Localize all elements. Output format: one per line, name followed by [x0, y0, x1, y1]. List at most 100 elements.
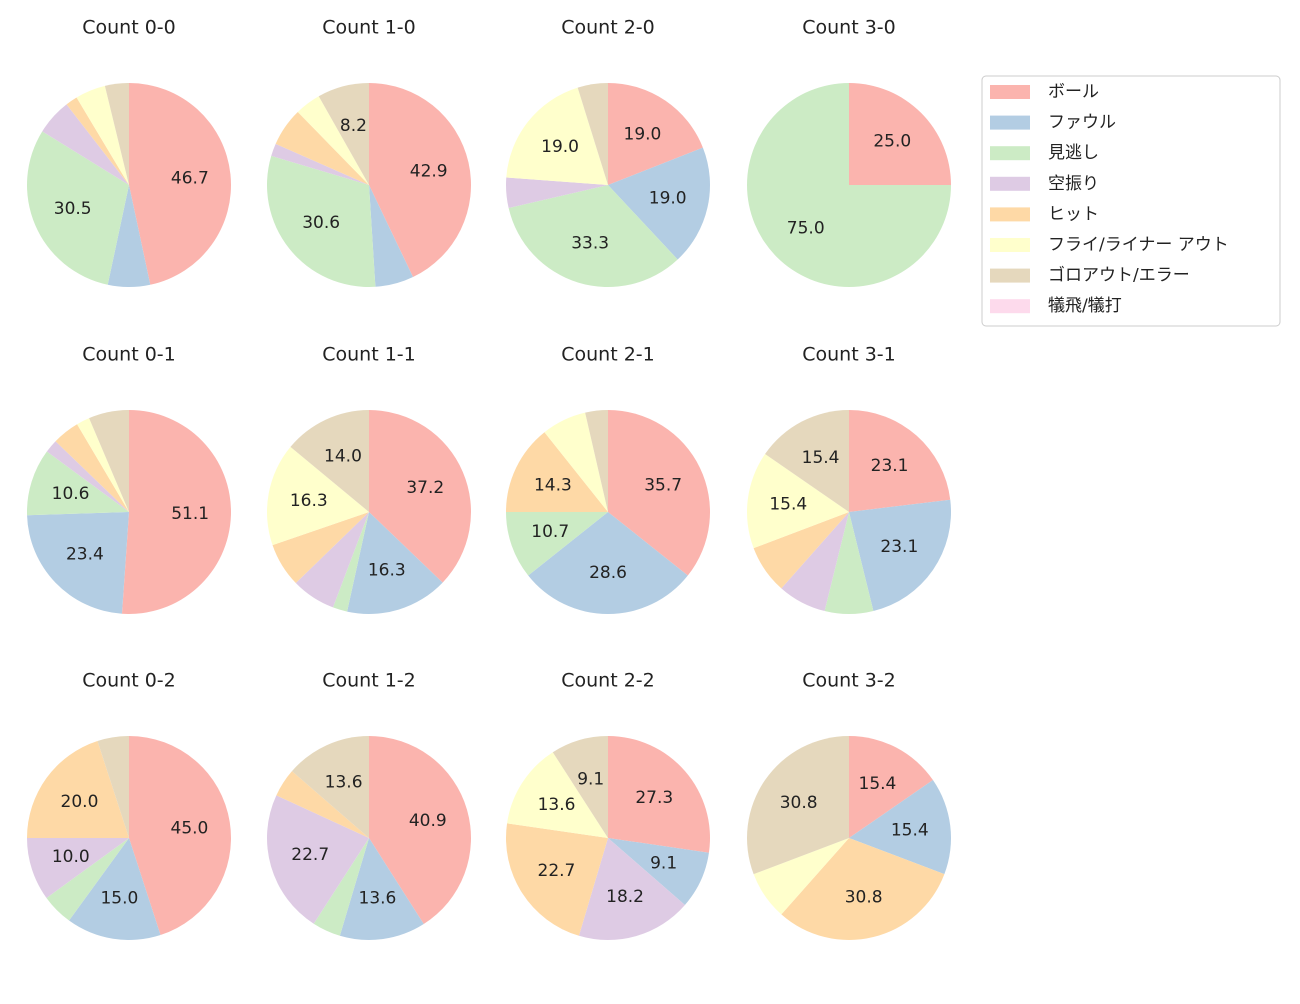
pie-wedge [506, 87, 608, 185]
value-label: 51.1 [171, 504, 209, 524]
legend-label: 犠飛/犠打 [1048, 296, 1122, 316]
value-label: 19.0 [541, 137, 579, 157]
value-label: 14.0 [324, 447, 362, 467]
value-label: 23.1 [871, 456, 909, 476]
pie-wedge [849, 499, 951, 612]
value-label: 30.8 [845, 887, 883, 907]
pie-wedge [849, 736, 933, 838]
pie-wedge [121, 410, 232, 614]
value-label: 25.0 [873, 132, 911, 152]
value-label: 19.0 [624, 124, 662, 144]
pie-wedge [824, 512, 874, 615]
value-label: 33.3 [571, 234, 609, 254]
pie-wedge [608, 83, 703, 185]
pie-wedge [66, 97, 129, 185]
pie-title: Count 2-0 [561, 17, 655, 39]
value-label: 37.2 [406, 478, 444, 498]
pie-wedge [313, 838, 369, 936]
pie-title: Count 2-2 [561, 670, 655, 692]
pie-title: Count 0-2 [82, 670, 176, 692]
pie-wedge [506, 823, 608, 936]
pie-wedge [275, 111, 369, 185]
pie-wedge [747, 83, 951, 287]
legend-label: ボール [1048, 82, 1099, 102]
pie-wedge [339, 838, 424, 940]
pie-title: Count 3-2 [802, 670, 896, 692]
value-label: 19.0 [649, 188, 687, 208]
pie-wedge [26, 131, 129, 285]
pie-wedge [506, 512, 608, 576]
value-label: 22.7 [538, 861, 576, 881]
value-label: 14.3 [534, 475, 572, 495]
pie-wedge [544, 412, 608, 512]
legend-swatch [990, 146, 1030, 161]
value-label: 15.4 [891, 821, 929, 841]
pie-wedge [765, 410, 849, 512]
legend-swatch [990, 238, 1030, 252]
pie-wedge [318, 83, 369, 185]
pie-wedge [578, 838, 685, 940]
pie-wedge [107, 185, 151, 287]
legend-label: 見逃し [1048, 143, 1099, 163]
value-label: 10.0 [52, 847, 90, 867]
pie-wedge [849, 83, 951, 185]
pie-title: Count 0-0 [82, 17, 176, 39]
value-label: 9.1 [650, 854, 677, 874]
value-label: 10.7 [531, 522, 569, 542]
pie-wedge [104, 83, 129, 185]
pie-wedge [276, 771, 369, 838]
pie-wedge [577, 83, 608, 185]
pie-wedge [272, 512, 369, 584]
pie-wedge [347, 512, 443, 614]
pie-wedge [332, 512, 369, 612]
legend-swatch [990, 85, 1030, 99]
pie-wedge [369, 410, 471, 583]
pie-wedge [369, 83, 472, 278]
pie-title: Count 1-0 [322, 17, 416, 39]
pie-wedge [608, 736, 710, 853]
pie-wedge [266, 795, 369, 924]
pie-wedge [89, 410, 129, 512]
value-label: 9.1 [577, 769, 604, 789]
pie-wedge [506, 177, 608, 209]
pie-wedge [747, 454, 849, 549]
pie-wedge [506, 432, 608, 512]
pie-wedge [753, 838, 849, 915]
pie-wedge [291, 736, 369, 838]
pie-wedge [27, 512, 129, 614]
pie-wedge [46, 838, 129, 921]
pie-wedge [76, 85, 129, 185]
pie-wedge [753, 512, 849, 589]
pie-wedge [77, 418, 129, 512]
pie-wedge [290, 410, 369, 512]
value-label: 28.6 [589, 563, 627, 583]
pie-wedge [585, 410, 608, 512]
pie-wedge [552, 736, 608, 838]
pie-wedge [849, 780, 952, 875]
pie-wedge [507, 752, 608, 838]
pie-wedge [27, 740, 129, 838]
value-label: 30.8 [780, 793, 818, 813]
pie-title: Count 1-2 [322, 670, 416, 692]
legend-label: ファウル [1048, 113, 1116, 133]
pie-title: Count 0-1 [82, 344, 176, 366]
pie-wedge [129, 736, 232, 936]
legend-label: ヒット [1048, 204, 1099, 224]
value-label: 10.6 [52, 484, 90, 504]
legend-swatch [990, 268, 1030, 283]
pie-wedge [849, 410, 951, 512]
value-label: 42.9 [410, 161, 448, 181]
value-label: 23.1 [880, 537, 918, 557]
value-label: 16.3 [290, 491, 328, 511]
pie-wedge [42, 104, 129, 185]
pie-wedge [129, 83, 231, 285]
legend-swatch [990, 207, 1030, 222]
pie-wedge [27, 838, 129, 898]
value-label: 40.9 [409, 811, 447, 831]
pie-wedge [297, 96, 369, 185]
pie-wedge [528, 512, 688, 614]
pie-wedge [69, 838, 161, 940]
pie-wedge [266, 155, 376, 288]
legend-swatch [990, 299, 1030, 314]
